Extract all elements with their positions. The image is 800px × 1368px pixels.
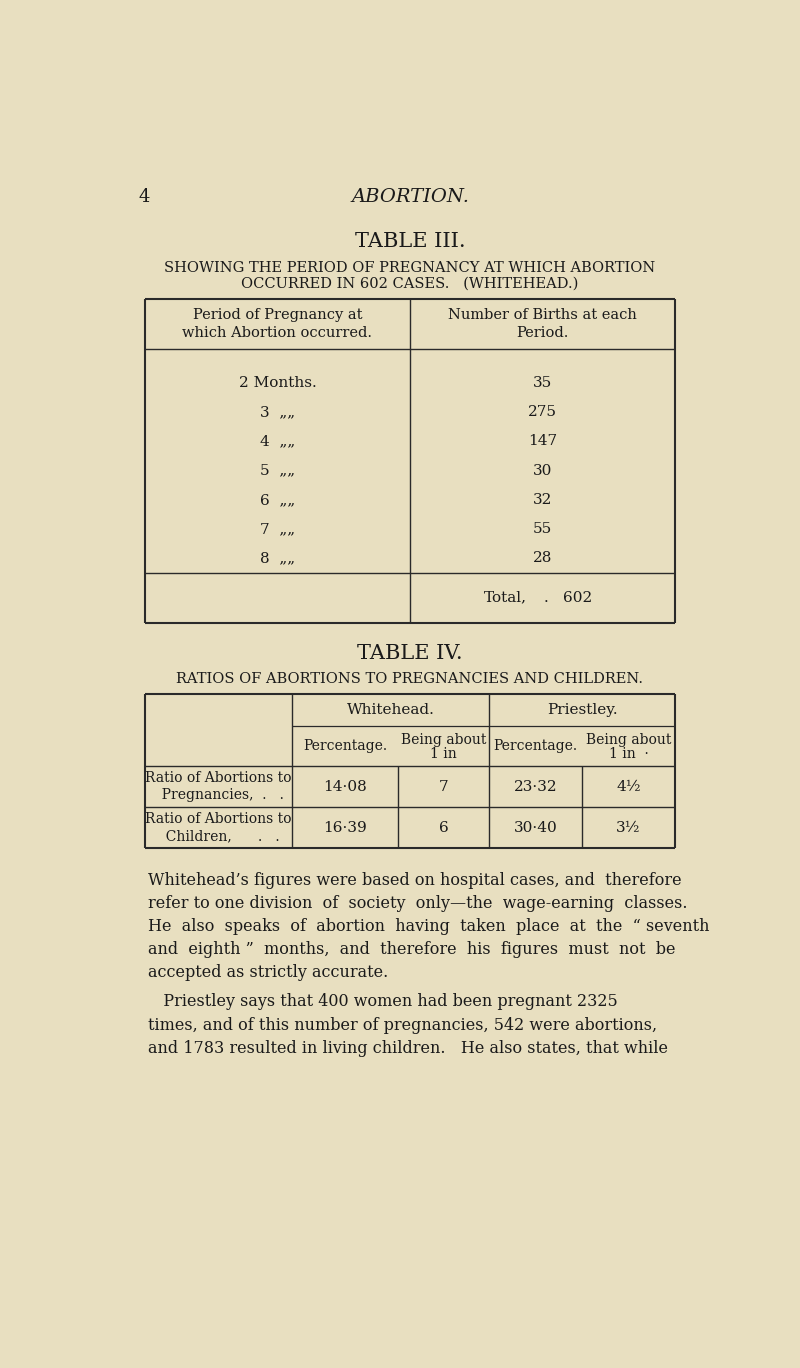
Text: Number of Births at each: Number of Births at each bbox=[448, 308, 637, 321]
Text: accepted as strictly accurate.: accepted as strictly accurate. bbox=[148, 964, 388, 981]
Text: Children,      .   .: Children, . . bbox=[158, 829, 280, 843]
Text: 1 in: 1 in bbox=[430, 747, 457, 761]
Text: 3  „„: 3 „„ bbox=[260, 405, 295, 419]
Text: 4½: 4½ bbox=[616, 780, 641, 793]
Text: 30: 30 bbox=[533, 464, 552, 477]
Text: and  eighth ”  months,  and  therefore  his  figures  must  not  be: and eighth ” months, and therefore his f… bbox=[148, 941, 675, 958]
Text: Ratio of Abortions to: Ratio of Abortions to bbox=[146, 813, 292, 826]
Text: .: . bbox=[544, 591, 549, 605]
Text: Whitehead’s figures were based on hospital cases, and  therefore: Whitehead’s figures were based on hospit… bbox=[148, 871, 682, 889]
Text: Priestley.: Priestley. bbox=[546, 703, 618, 717]
Text: 6: 6 bbox=[439, 821, 449, 834]
Text: Being about: Being about bbox=[586, 733, 671, 747]
Text: 32: 32 bbox=[533, 492, 552, 508]
Text: ABORTION.: ABORTION. bbox=[351, 187, 469, 205]
Text: Pregnancies,  .   .: Pregnancies, . . bbox=[153, 788, 284, 802]
Text: times, and of this number of pregnancies, 542 were abortions,: times, and of this number of pregnancies… bbox=[148, 1016, 657, 1033]
Text: 35: 35 bbox=[533, 376, 552, 390]
Text: RATIOS OF ABORTIONS TO PREGNANCIES AND CHILDREN.: RATIOS OF ABORTIONS TO PREGNANCIES AND C… bbox=[177, 672, 643, 685]
Text: Percentage.: Percentage. bbox=[303, 739, 387, 754]
Text: 602: 602 bbox=[562, 591, 592, 605]
Text: Period of Pregnancy at: Period of Pregnancy at bbox=[193, 308, 362, 321]
Text: 8  „„: 8 „„ bbox=[260, 551, 295, 565]
Text: 23·32: 23·32 bbox=[514, 780, 558, 793]
Text: refer to one division  of  society  only—the  wage-earning  classes.: refer to one division of society only—th… bbox=[148, 895, 687, 912]
Text: 147: 147 bbox=[528, 435, 557, 449]
Text: 4: 4 bbox=[138, 187, 150, 205]
Text: TABLE III.: TABLE III. bbox=[354, 231, 466, 250]
Text: 5  „„: 5 „„ bbox=[260, 464, 295, 477]
Text: Percentage.: Percentage. bbox=[494, 739, 578, 754]
Text: 28: 28 bbox=[533, 551, 552, 565]
Text: He  also  speaks  of  abortion  having  taken  place  at  the  “ seventh: He also speaks of abortion having taken … bbox=[148, 918, 710, 934]
Text: OCCURRED IN 602 CASES.   (WHITEHEAD.): OCCURRED IN 602 CASES. (WHITEHEAD.) bbox=[242, 276, 578, 290]
Text: 7: 7 bbox=[439, 780, 449, 793]
Text: 4  „„: 4 „„ bbox=[260, 435, 295, 449]
Text: 7  „„: 7 „„ bbox=[260, 523, 295, 536]
Text: 3½: 3½ bbox=[616, 821, 641, 834]
Text: 275: 275 bbox=[528, 405, 557, 419]
Text: Ratio of Abortions to: Ratio of Abortions to bbox=[146, 772, 292, 785]
Text: 2 Months.: 2 Months. bbox=[238, 376, 316, 390]
Text: Whitehead.: Whitehead. bbox=[346, 703, 434, 717]
Text: Priestley says that 400 women had been pregnant 2325: Priestley says that 400 women had been p… bbox=[148, 993, 618, 1011]
Text: 16·39: 16·39 bbox=[323, 821, 367, 834]
Text: Period.: Period. bbox=[516, 326, 569, 341]
Text: Total,: Total, bbox=[484, 591, 527, 605]
Text: 6  „„: 6 „„ bbox=[260, 492, 295, 508]
Text: 55: 55 bbox=[533, 523, 552, 536]
Text: TABLE IV.: TABLE IV. bbox=[357, 643, 463, 662]
Text: which Abortion occurred.: which Abortion occurred. bbox=[182, 326, 373, 341]
Text: SHOWING THE PERIOD OF PREGNANCY AT WHICH ABORTION: SHOWING THE PERIOD OF PREGNANCY AT WHICH… bbox=[164, 261, 656, 275]
Text: and 1783 resulted in living children.   He also states, that while: and 1783 resulted in living children. He… bbox=[148, 1040, 668, 1056]
Text: 30·40: 30·40 bbox=[514, 821, 558, 834]
Text: 14·08: 14·08 bbox=[323, 780, 367, 793]
Text: 1 in  ·: 1 in · bbox=[609, 747, 649, 761]
Text: Being about: Being about bbox=[401, 733, 486, 747]
